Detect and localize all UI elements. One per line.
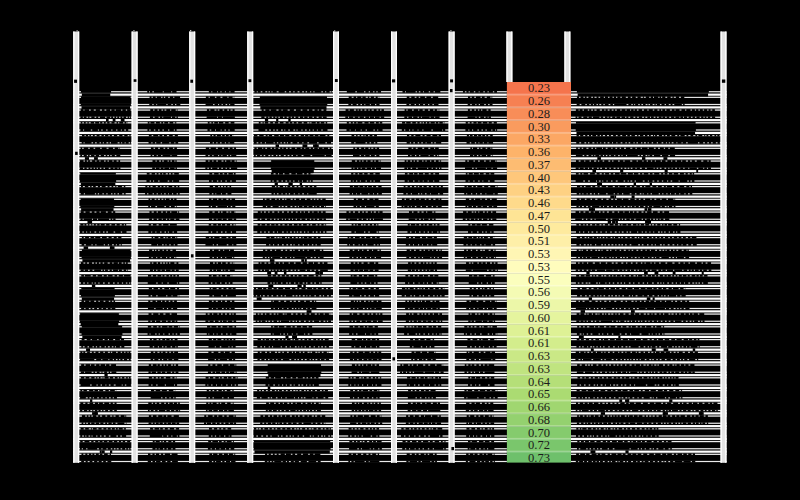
svg-text:0.73: 0.73	[528, 451, 550, 465]
